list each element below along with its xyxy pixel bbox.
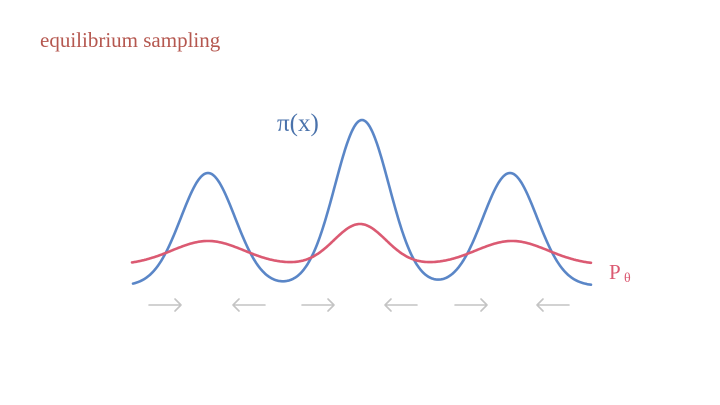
arrow-right-icon [148, 298, 182, 312]
target-distribution-curve [131, 118, 593, 286]
arrow-left-icon [536, 298, 570, 312]
arrow-right-icon [454, 298, 488, 312]
arrow-right-icon [301, 298, 335, 312]
model-distribution-label-subscript: θ [624, 271, 631, 286]
arrow-left-icon [232, 298, 266, 312]
model-distribution-curve [130, 222, 593, 265]
arrow-left-icon [384, 298, 418, 312]
slide-title: equilibrium sampling [40, 28, 221, 52]
model-distribution-label: P [609, 260, 621, 284]
flow-arrows [148, 298, 570, 312]
target-distribution-label: π(x) [277, 110, 319, 137]
